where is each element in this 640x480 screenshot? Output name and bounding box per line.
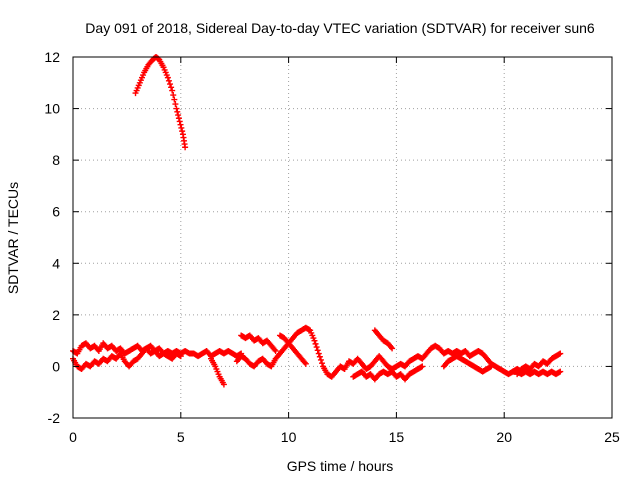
y-axis-label: SDTVAR / TECUs [5,182,21,294]
plot-frame [72,56,613,419]
data-track [514,350,564,378]
data-point [220,381,227,388]
x-axis-label: GPS time / hours [287,458,394,474]
data-point [315,350,322,357]
x-tick-label: 20 [496,429,512,445]
data-track [440,353,495,375]
data-track [238,332,279,354]
data-point [557,350,564,357]
x-tick-label: 10 [281,429,297,445]
data-track [509,368,564,378]
data-point [176,118,183,125]
data-point [271,346,278,353]
data-point [389,345,396,352]
data-series [70,54,564,388]
data-point [314,347,321,354]
axis-ticks: 0 5 10 15 20 25 -2 0 2 4 6 8 10 12 [44,49,620,445]
data-point [170,92,177,99]
data-point [175,115,182,122]
data-point [182,144,189,151]
x-tick-label: 15 [389,429,405,445]
data-point [164,74,171,81]
data-point [174,108,181,115]
x-tick-label: 0 [69,429,77,445]
data-track [132,54,189,151]
data-point [488,363,495,370]
data-track [70,342,184,373]
data-point [172,101,179,108]
data-track [350,363,426,383]
data-point [173,105,180,112]
grid-lines [73,57,612,418]
y-tick-label: 2 [52,307,60,323]
data-point [175,112,182,119]
chart-title: Day 091 of 2018, Sidereal Day-to-day VTE… [85,20,595,36]
data-point [179,128,186,135]
data-point [557,368,564,375]
y-tick-label: 4 [52,255,60,271]
y-tick-label: 12 [44,49,60,65]
data-point [177,121,184,128]
y-tick-label: 10 [44,101,60,117]
data-track [207,355,227,388]
data-point [388,344,395,351]
data-point [168,84,175,91]
data-point [312,340,319,347]
x-tick-label: 5 [177,429,185,445]
data-point [319,360,326,367]
data-point [317,356,324,363]
data-point [419,363,426,370]
data-point [313,344,320,351]
data-point [178,124,185,131]
y-tick-label: 6 [52,204,60,220]
data-point [302,360,309,367]
data-point [171,96,178,103]
data-point [272,347,279,354]
y-tick-label: 0 [52,358,60,374]
x-tick-label: 25 [604,429,620,445]
data-point [316,353,323,360]
data-point [311,337,318,344]
data-point [301,359,308,366]
y-tick-label: 8 [52,152,60,168]
data-point [165,77,172,84]
data-point [167,81,174,88]
data-point [169,87,176,94]
data-point [177,353,184,360]
data-track [371,327,396,352]
y-tick-label: -2 [48,410,61,426]
data-track [276,332,309,367]
